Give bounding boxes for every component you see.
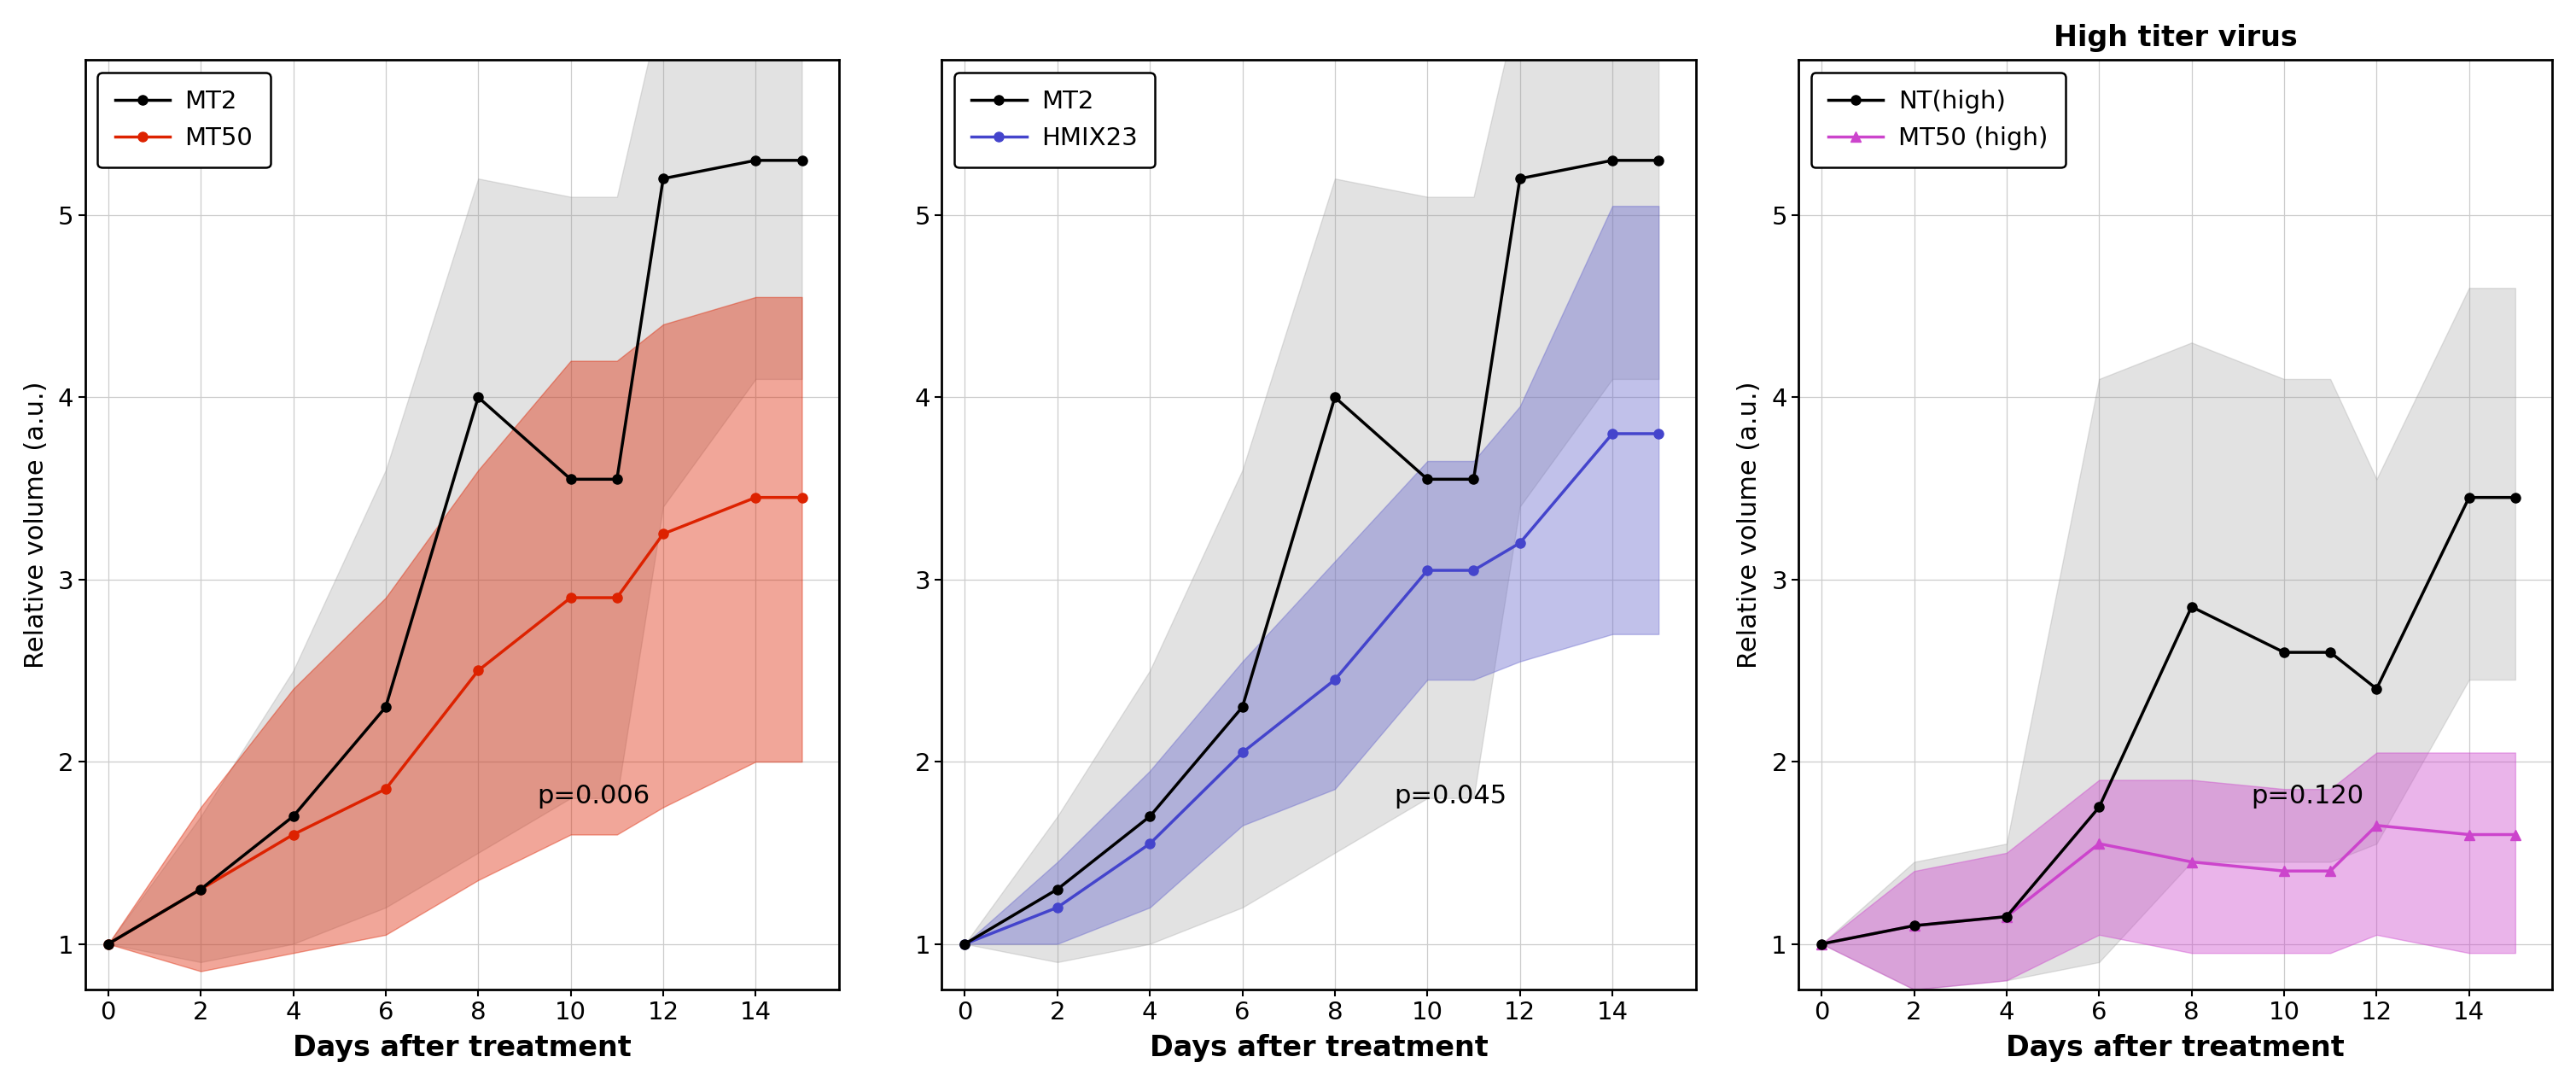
MT50 (high): [1806, 937, 1837, 950]
MT50 (high): [2362, 819, 2393, 832]
MT2: [1458, 472, 1489, 485]
NT(high): [2316, 646, 2347, 659]
HMIX23: [1597, 427, 1628, 440]
MT2: [1597, 154, 1628, 167]
Legend: NT(high), MT50 (high): NT(high), MT50 (high): [1811, 73, 2066, 167]
HMIX23: [1319, 673, 1350, 686]
MT50: [739, 491, 770, 504]
MT2: [739, 154, 770, 167]
MT50: [600, 591, 631, 604]
X-axis label: Days after treatment: Days after treatment: [1149, 1034, 1489, 1062]
NT(high): [2452, 491, 2483, 504]
MT50: [786, 491, 817, 504]
MT2: [1504, 172, 1535, 185]
Line: MT50 (high): MT50 (high): [1816, 821, 2519, 949]
MT2: [93, 937, 124, 950]
MT50 (high): [2499, 828, 2530, 841]
Y-axis label: Relative volume (a.u.): Relative volume (a.u.): [1736, 381, 1762, 669]
NT(high): [1899, 919, 1929, 932]
MT2: [786, 154, 817, 167]
Legend: MT2, MT50: MT2, MT50: [98, 73, 270, 167]
MT50: [278, 828, 309, 841]
MT2: [1041, 883, 1072, 896]
MT50 (high): [2269, 864, 2300, 877]
HMIX23: [1458, 564, 1489, 577]
MT50 (high): [1899, 919, 1929, 932]
Line: MT2: MT2: [103, 155, 806, 949]
MT50 (high): [2452, 828, 2483, 841]
NT(high): [2269, 646, 2300, 659]
NT(high): [2177, 601, 2208, 614]
Line: HMIX23: HMIX23: [961, 429, 1664, 949]
MT50 (high): [2316, 864, 2347, 877]
HMIX23: [1504, 536, 1535, 550]
X-axis label: Days after treatment: Days after treatment: [2007, 1034, 2344, 1062]
MT2: [647, 172, 677, 185]
Text: p=0.006: p=0.006: [538, 784, 649, 809]
Y-axis label: Relative volume (a.u.): Relative volume (a.u.): [23, 381, 49, 669]
MT50: [556, 591, 587, 604]
HMIX23: [1643, 427, 1674, 440]
HMIX23: [1226, 746, 1257, 759]
MT2: [1319, 391, 1350, 404]
MT2: [556, 472, 587, 485]
MT2: [464, 391, 495, 404]
MT50 (high): [2177, 856, 2208, 869]
Line: NT(high): NT(high): [1816, 493, 2519, 949]
Text: p=0.120: p=0.120: [2251, 784, 2365, 809]
X-axis label: Days after treatment: Days after treatment: [294, 1034, 631, 1062]
NT(high): [1806, 937, 1837, 950]
MT2: [185, 883, 216, 896]
Legend: MT2, HMIX23: MT2, HMIX23: [953, 73, 1154, 167]
MT2: [1412, 472, 1443, 485]
NT(high): [1991, 910, 2022, 923]
MT2: [600, 472, 631, 485]
HMIX23: [951, 937, 981, 950]
MT50: [647, 528, 677, 541]
MT2: [278, 810, 309, 823]
MT2: [1643, 154, 1674, 167]
MT50: [93, 937, 124, 950]
MT2: [951, 937, 981, 950]
MT2: [371, 700, 402, 714]
Line: MT50: MT50: [103, 493, 806, 949]
MT50: [371, 783, 402, 796]
Title: High titer virus: High titer virus: [2053, 24, 2298, 52]
HMIX23: [1412, 564, 1443, 577]
MT50: [464, 664, 495, 677]
HMIX23: [1041, 901, 1072, 914]
MT2: [1226, 700, 1257, 714]
NT(high): [2084, 800, 2115, 813]
MT50: [185, 883, 216, 896]
NT(high): [2362, 682, 2393, 695]
HMIX23: [1133, 837, 1164, 850]
MT50 (high): [2084, 837, 2115, 850]
Text: p=0.045: p=0.045: [1394, 784, 1507, 809]
NT(high): [2499, 491, 2530, 504]
MT50 (high): [1991, 910, 2022, 923]
Line: MT2: MT2: [961, 155, 1664, 949]
MT2: [1133, 810, 1164, 823]
